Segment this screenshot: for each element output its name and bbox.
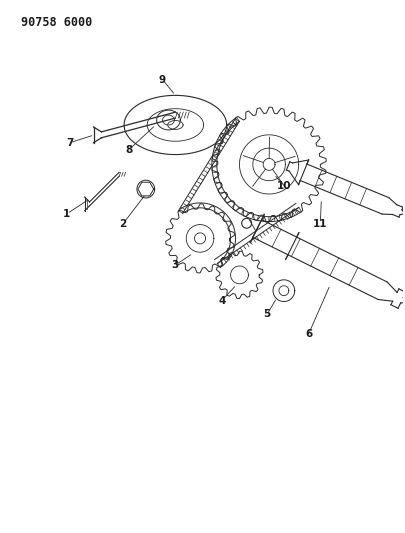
Text: 11: 11 [312,219,327,229]
Text: 8: 8 [125,144,132,155]
Text: 4: 4 [217,295,225,305]
Text: 9: 9 [159,75,166,85]
Text: 10: 10 [276,181,290,191]
Text: 6: 6 [304,329,311,339]
Text: 5: 5 [263,309,270,319]
Text: 7: 7 [66,138,73,148]
Text: 3: 3 [171,260,179,270]
Text: 2: 2 [119,219,126,229]
Text: 1: 1 [63,209,70,219]
Text: 90758 6000: 90758 6000 [21,17,92,29]
